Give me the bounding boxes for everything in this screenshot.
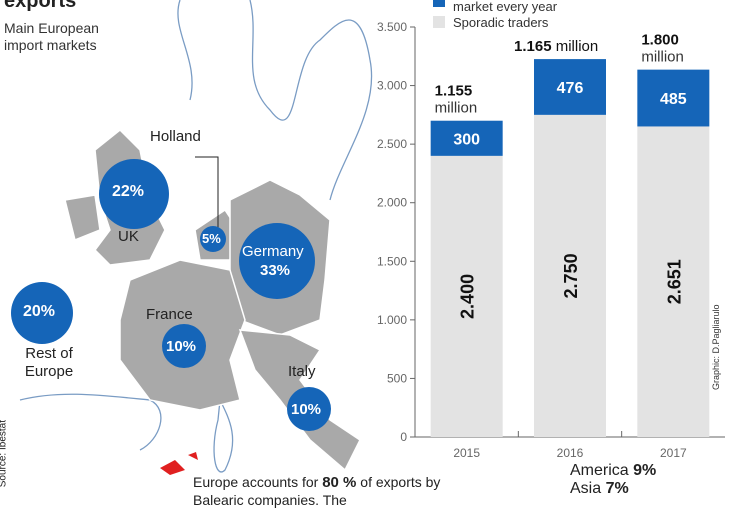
total-label-unit: million	[435, 100, 478, 117]
bar-value-label: 300	[453, 131, 480, 148]
total-label: 1.165 million	[514, 38, 598, 55]
total-label-unit: million	[641, 49, 684, 66]
ireland-shape	[64, 194, 101, 242]
italy-label: Italy	[288, 363, 316, 380]
footer-bold: 80 %	[322, 474, 357, 491]
y-tick-label: 0	[400, 430, 407, 444]
footer-pre: Europe accounts for	[193, 474, 319, 490]
asia-share: Asia 7%	[570, 480, 629, 498]
germany-share: 33%	[260, 262, 291, 279]
iberia-coast	[19, 393, 162, 451]
uk-bubble	[99, 159, 169, 229]
holland-bubble	[200, 226, 226, 252]
bar-value-label: 476	[557, 80, 584, 97]
bar-2015-regular	[430, 120, 503, 156]
bar-value-label: 2.750	[561, 253, 581, 298]
legend-swatch-regular	[433, 0, 445, 7]
rest-of-europe-bubble	[11, 282, 73, 344]
total-label-value: 1.155	[435, 83, 473, 100]
y-tick-label: 1.500	[377, 254, 407, 268]
x-tick-label: 2015	[453, 446, 480, 460]
america-share: America 9%	[570, 462, 656, 480]
y-tick-label: 2.500	[377, 137, 407, 151]
holland-share: 5%	[202, 231, 221, 246]
italy-bubble	[287, 387, 331, 431]
y-tick-label: 500	[387, 371, 407, 385]
norway-coast	[177, 0, 193, 101]
title: exports	[4, 0, 77, 12]
bar-2016-sporadic	[534, 114, 606, 437]
germany-label: Germany	[242, 243, 304, 260]
y-tick-label: 2.000	[377, 196, 407, 210]
x-tick-label: 2016	[557, 446, 584, 460]
asia-label: Asia	[570, 480, 602, 497]
italy-share: 10%	[291, 401, 322, 418]
sardinia-coast	[213, 397, 234, 473]
total-label-value: 1.800	[641, 32, 679, 49]
bar-2015-sporadic	[430, 155, 503, 437]
france-bubble	[162, 324, 206, 368]
subtitle: Main European import markets	[4, 20, 99, 53]
holland-leader-line	[195, 156, 219, 228]
y-tick-label: 1.000	[377, 313, 407, 327]
germany-bubble	[239, 223, 315, 299]
y-tick-label: 3.500	[377, 20, 407, 34]
balearic-islands	[160, 452, 198, 475]
legend-swatch-sporadic	[433, 16, 445, 28]
legend-sporadic: Sporadic traders	[453, 15, 549, 30]
france-share: 10%	[166, 338, 197, 355]
footer-text: Europe accounts for 80 % of exports by	[193, 474, 440, 491]
europe-map	[11, 0, 373, 475]
rest-of-europe-label: Rest of Europe	[24, 345, 74, 380]
bar-value-label: 485	[660, 91, 687, 108]
rest-of-europe-share: 20%	[23, 303, 56, 320]
uk-label: UK	[118, 228, 139, 245]
bar-value-label: 2.400	[458, 274, 478, 319]
uk-share: 22%	[112, 183, 145, 200]
legend-regular: market every year	[453, 0, 558, 14]
scandinavia-coast	[249, 0, 373, 201]
y-tick-label: 3.000	[377, 79, 407, 93]
america-value: 9%	[633, 462, 657, 479]
bar-2017-regular	[637, 69, 710, 127]
bar-value-label: 2.651	[664, 259, 684, 304]
x-tick-label: 2017	[660, 446, 687, 460]
france-label: France	[146, 306, 193, 323]
america-label: America	[570, 462, 629, 479]
bar-2016-regular	[534, 59, 606, 115]
bar-2017-sporadic	[637, 126, 710, 437]
footer-post: of exports by	[360, 474, 441, 490]
asia-value: 7%	[605, 480, 629, 497]
holland-label: Holland	[150, 128, 201, 145]
